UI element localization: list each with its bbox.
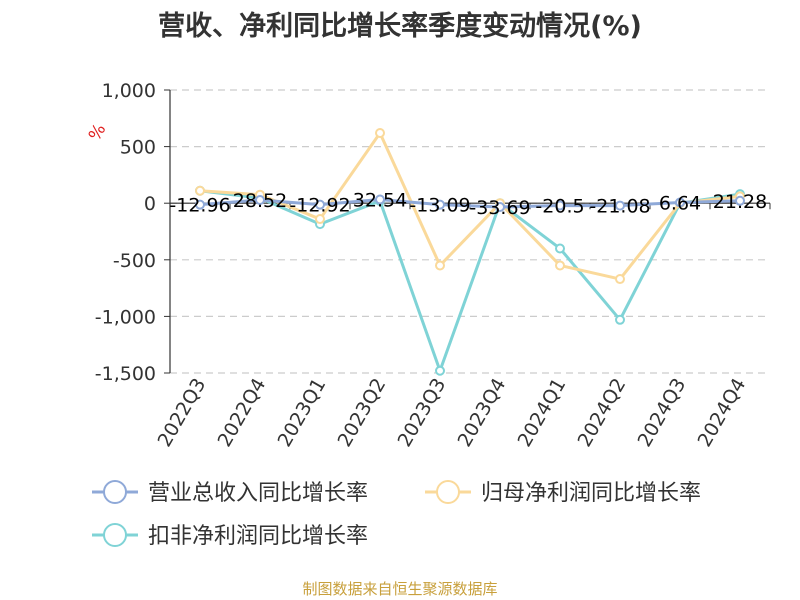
data-labels: -12.96 28.52 -12.92 32.54 -13.09-33.69 -20.5-…	[169, 190, 767, 219]
y-tick-label: -1,500	[95, 363, 156, 385]
data-label: -12.96	[169, 195, 230, 217]
source-note: 制图数据来自恒生聚源数据库	[302, 580, 498, 598]
y-unit-label: %	[85, 121, 110, 145]
data-point	[555, 243, 565, 254]
x-tick-label: 2024Q4	[694, 375, 751, 451]
y-tick-label: 1,000	[102, 80, 156, 102]
data-point	[435, 365, 445, 376]
data-point	[555, 200, 565, 211]
data-label: -20.5	[535, 196, 584, 218]
grid-lines	[170, 89, 770, 374]
chart-title: 营收、净利同比增长率季度变动情况(%)	[158, 11, 642, 42]
x-tick-label: 2024Q3	[634, 375, 691, 451]
x-tick-label: 2022Q4	[214, 375, 271, 451]
data-point	[375, 128, 385, 139]
data-label: 28.52	[233, 190, 287, 212]
data-point	[735, 195, 745, 206]
y-tick-label: -1,000	[95, 306, 156, 328]
y-tick-label: 500	[120, 137, 156, 159]
legend-label: 扣非净利润同比增长率	[148, 524, 368, 549]
series-layer	[195, 128, 745, 376]
legend-item: 归母净利润同比增长率	[425, 480, 701, 506]
x-tick-label: 2024Q2	[574, 375, 631, 451]
data-label: -33.69	[469, 197, 530, 219]
data-point	[435, 199, 445, 210]
legend-item: 营业总收入同比增长率	[92, 480, 368, 506]
data-label: -13.09	[409, 195, 470, 217]
series-line	[199, 198, 741, 209]
data-label: 21.28	[713, 191, 767, 213]
data-label: -12.92	[289, 195, 350, 217]
legend-marker	[103, 523, 127, 547]
data-point	[255, 194, 265, 205]
x-tick-label: 2023Q1	[274, 375, 331, 451]
series-line	[199, 131, 741, 281]
x-tick-label: 2023Q2	[334, 375, 391, 451]
data-point	[315, 199, 325, 210]
data-label: 6.64	[659, 192, 701, 214]
data-point	[615, 274, 625, 285]
legend-marker	[103, 480, 127, 504]
data-label: 32.54	[353, 190, 407, 212]
y-tick-label: -500	[113, 250, 156, 272]
data-point	[315, 214, 325, 225]
data-point	[615, 314, 625, 325]
data-point	[675, 197, 685, 208]
data-point	[375, 194, 385, 205]
data-label: -21.08	[589, 196, 650, 218]
legend-marker	[436, 480, 460, 504]
legend-label: 归母净利润同比增长率	[481, 481, 701, 506]
x-tick-label: 2024Q1	[514, 375, 571, 451]
series-line	[199, 189, 741, 373]
data-point	[495, 202, 505, 213]
y-tick-label: 0	[144, 193, 156, 215]
legend-item: 扣非净利润同比增长率	[92, 523, 368, 549]
data-point	[615, 200, 625, 211]
x-tick-label: 2023Q4	[454, 375, 511, 451]
data-point	[195, 185, 205, 196]
x-tick-label: 2022Q3	[154, 375, 211, 451]
data-point	[195, 199, 205, 210]
data-point	[555, 260, 565, 271]
x-tick-label: 2023Q3	[394, 375, 451, 451]
legend-label: 营业总收入同比增长率	[148, 481, 368, 506]
series-1	[195, 194, 745, 213]
data-point	[435, 260, 445, 271]
